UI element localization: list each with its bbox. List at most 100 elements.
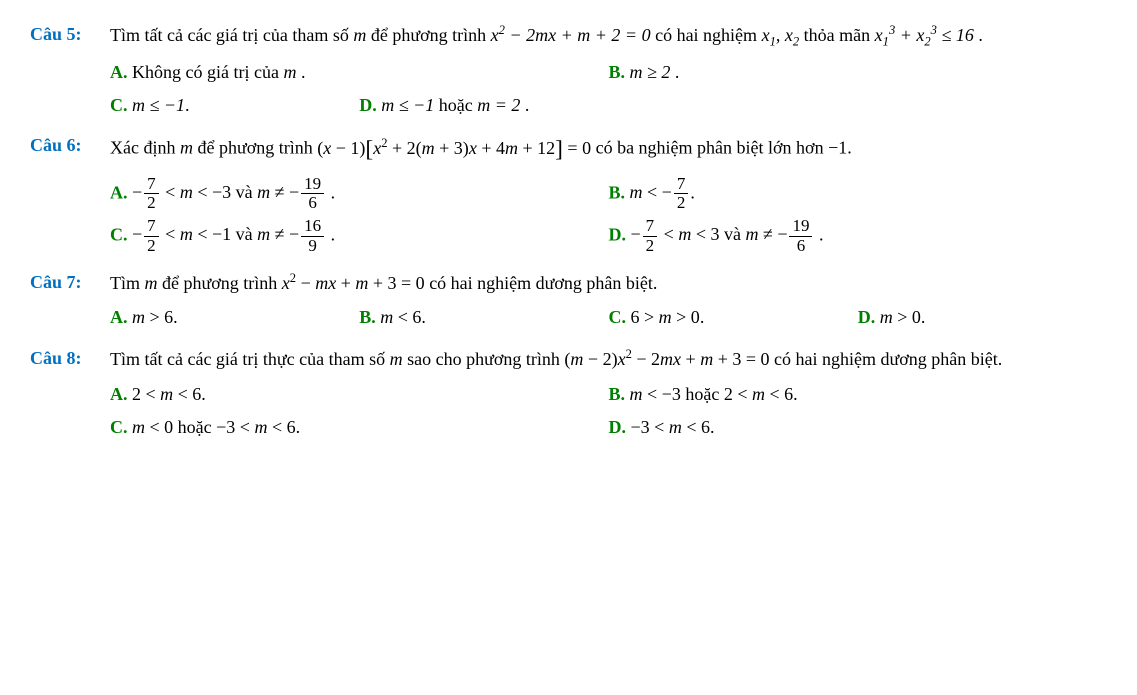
options: A. m > 6. B. m < 6. C. 6 > m > 0. D. m >… <box>110 303 1107 336</box>
text: để phương trình <box>158 273 282 293</box>
math: m > 0 <box>880 307 921 327</box>
opt-label: C. <box>110 95 128 115</box>
text: Tìm tất cả các giá trị của tham số <box>110 25 353 45</box>
text: để phương trình <box>193 138 317 158</box>
text: Tìm tất cả các giá trị thực của tham số <box>110 349 390 369</box>
var: m <box>283 62 296 82</box>
option-b: B. m < −72. <box>609 175 1108 213</box>
var-m: m <box>353 25 366 45</box>
opt-label: D. <box>609 417 627 437</box>
math: m < 6 <box>380 307 421 327</box>
question-text: Tìm m để phương trình x2 − mx + m + 3 = … <box>110 268 1107 298</box>
text: hoặc <box>681 384 724 404</box>
text: có hai nghiệm dương phân biệt. <box>425 273 658 293</box>
opt-label: A. <box>110 62 128 82</box>
option-d: D. m > 0. <box>858 303 1107 332</box>
opt-label: B. <box>609 182 626 202</box>
question-body: Xác định m để phương trình (x − 1)[x2 + … <box>110 131 1107 259</box>
math: 2 < m < 6. <box>724 384 798 404</box>
options: A. −72 < m < −3 và m ≠ −196 . B. m < −72… <box>110 175 1107 260</box>
option-d: D. −3 < m < 6. <box>609 413 1108 442</box>
text: . <box>847 138 852 158</box>
math: −3 < m < 6. <box>216 417 300 437</box>
text: thỏa mãn <box>799 25 874 45</box>
opt-label: A. <box>110 384 128 404</box>
math: m < −72 <box>630 182 691 202</box>
num: 7 <box>144 217 159 237</box>
opt-label: C. <box>110 224 128 244</box>
text: . <box>173 307 178 327</box>
option-a: A. m > 6. <box>110 303 359 332</box>
options: A. 2 < m < 6. B. m < −3 hoặc 2 < m < 6. … <box>110 380 1107 446</box>
text: hoặc <box>173 417 216 437</box>
num: 7 <box>674 175 689 195</box>
question-body: Tìm tất cả các giá trị của tham số m để … <box>110 20 1107 123</box>
math: m = 2 <box>477 95 520 115</box>
option-c: C. 6 > m > 0. <box>609 303 858 332</box>
var-x1: x1 <box>762 25 776 45</box>
num: 16 <box>301 217 324 237</box>
opt-label: D. <box>609 224 627 244</box>
text: , <box>776 25 785 45</box>
var-m: m <box>180 138 193 158</box>
question-text: Tìm tất cả các giá trị thực của tham số … <box>110 344 1107 374</box>
question-6: Câu 6: Xác định m để phương trình (x − 1… <box>30 131 1107 259</box>
question-text: Tìm tất cả các giá trị của tham số m để … <box>110 20 1107 52</box>
question-8: Câu 8: Tìm tất cả các giá trị thực của t… <box>30 344 1107 445</box>
equation: x2 − mx + m + 3 = 0 <box>282 273 425 293</box>
math: −3 < m < 6. <box>631 417 715 437</box>
text: để phương trình <box>366 25 490 45</box>
option-c: C. −72 < m < −1 và m ≠ −169 . <box>110 217 609 255</box>
math: −72 < m < −3 và m ≠ −196 <box>132 182 326 202</box>
den: 2 <box>144 194 159 213</box>
question-5: Câu 5: Tìm tất cả các giá trị của tham s… <box>30 20 1107 123</box>
text: . <box>670 62 679 82</box>
text: hoặc <box>434 95 477 115</box>
text: . <box>520 95 529 115</box>
question-label: Câu 5: <box>30 20 110 123</box>
math: m ≥ 2 <box>630 62 671 82</box>
question-body: Tìm tất cả các giá trị thực của tham số … <box>110 344 1107 445</box>
text: có hai nghiệm <box>651 25 762 45</box>
text: . <box>326 182 335 202</box>
option-c: C. m ≤ −1. <box>110 91 359 120</box>
question-text: Xác định m để phương trình (x − 1)[x2 + … <box>110 131 1107 168</box>
den: 6 <box>789 237 812 256</box>
opt-label: D. <box>858 307 876 327</box>
num: 19 <box>789 217 812 237</box>
den: 2 <box>643 237 658 256</box>
question-label: Câu 8: <box>30 344 110 445</box>
math: m ≤ −1 <box>132 95 185 115</box>
math: −72 < m < 3 và m ≠ −196 <box>631 224 815 244</box>
opt-label: D. <box>359 95 377 115</box>
text: Xác định <box>110 138 180 158</box>
text: . <box>974 25 983 45</box>
neg-one: −1 <box>828 138 847 158</box>
question-label: Câu 6: <box>30 131 110 259</box>
option-a: A. −72 < m < −3 và m ≠ −196 . <box>110 175 609 213</box>
option-b: B. m < 6. <box>359 303 608 332</box>
text: . <box>326 224 335 244</box>
math: m > 6 <box>132 307 173 327</box>
text: . <box>814 224 823 244</box>
question-label: Câu 7: <box>30 268 110 337</box>
equation: (x − 1)[x2 + 2(m + 3)x + 4m + 12] = 0 <box>317 138 591 158</box>
text: Tìm <box>110 273 145 293</box>
opt-label: C. <box>110 417 128 437</box>
num: 7 <box>144 175 159 195</box>
math: 2 < m < 6. <box>132 384 206 404</box>
math: −72 < m < −1 và m ≠ −169 <box>132 224 326 244</box>
options: A. Không có giá trị của m . B. m ≥ 2 . C… <box>110 58 1107 124</box>
opt-text: Không có giá trị của <box>132 62 283 82</box>
option-d: D. m ≤ −1 hoặc m = 2 . <box>359 91 858 120</box>
var-m: m <box>145 273 158 293</box>
option-a: A. 2 < m < 6. <box>110 380 609 409</box>
text: . <box>700 307 705 327</box>
option-a: A. Không có giá trị của m . <box>110 58 609 87</box>
opt-label: C. <box>609 307 627 327</box>
math: m < 0 <box>132 417 173 437</box>
den: 2 <box>674 194 689 213</box>
text: . <box>690 182 695 202</box>
text: sao cho phương trình <box>403 349 565 369</box>
den: 2 <box>144 237 159 256</box>
